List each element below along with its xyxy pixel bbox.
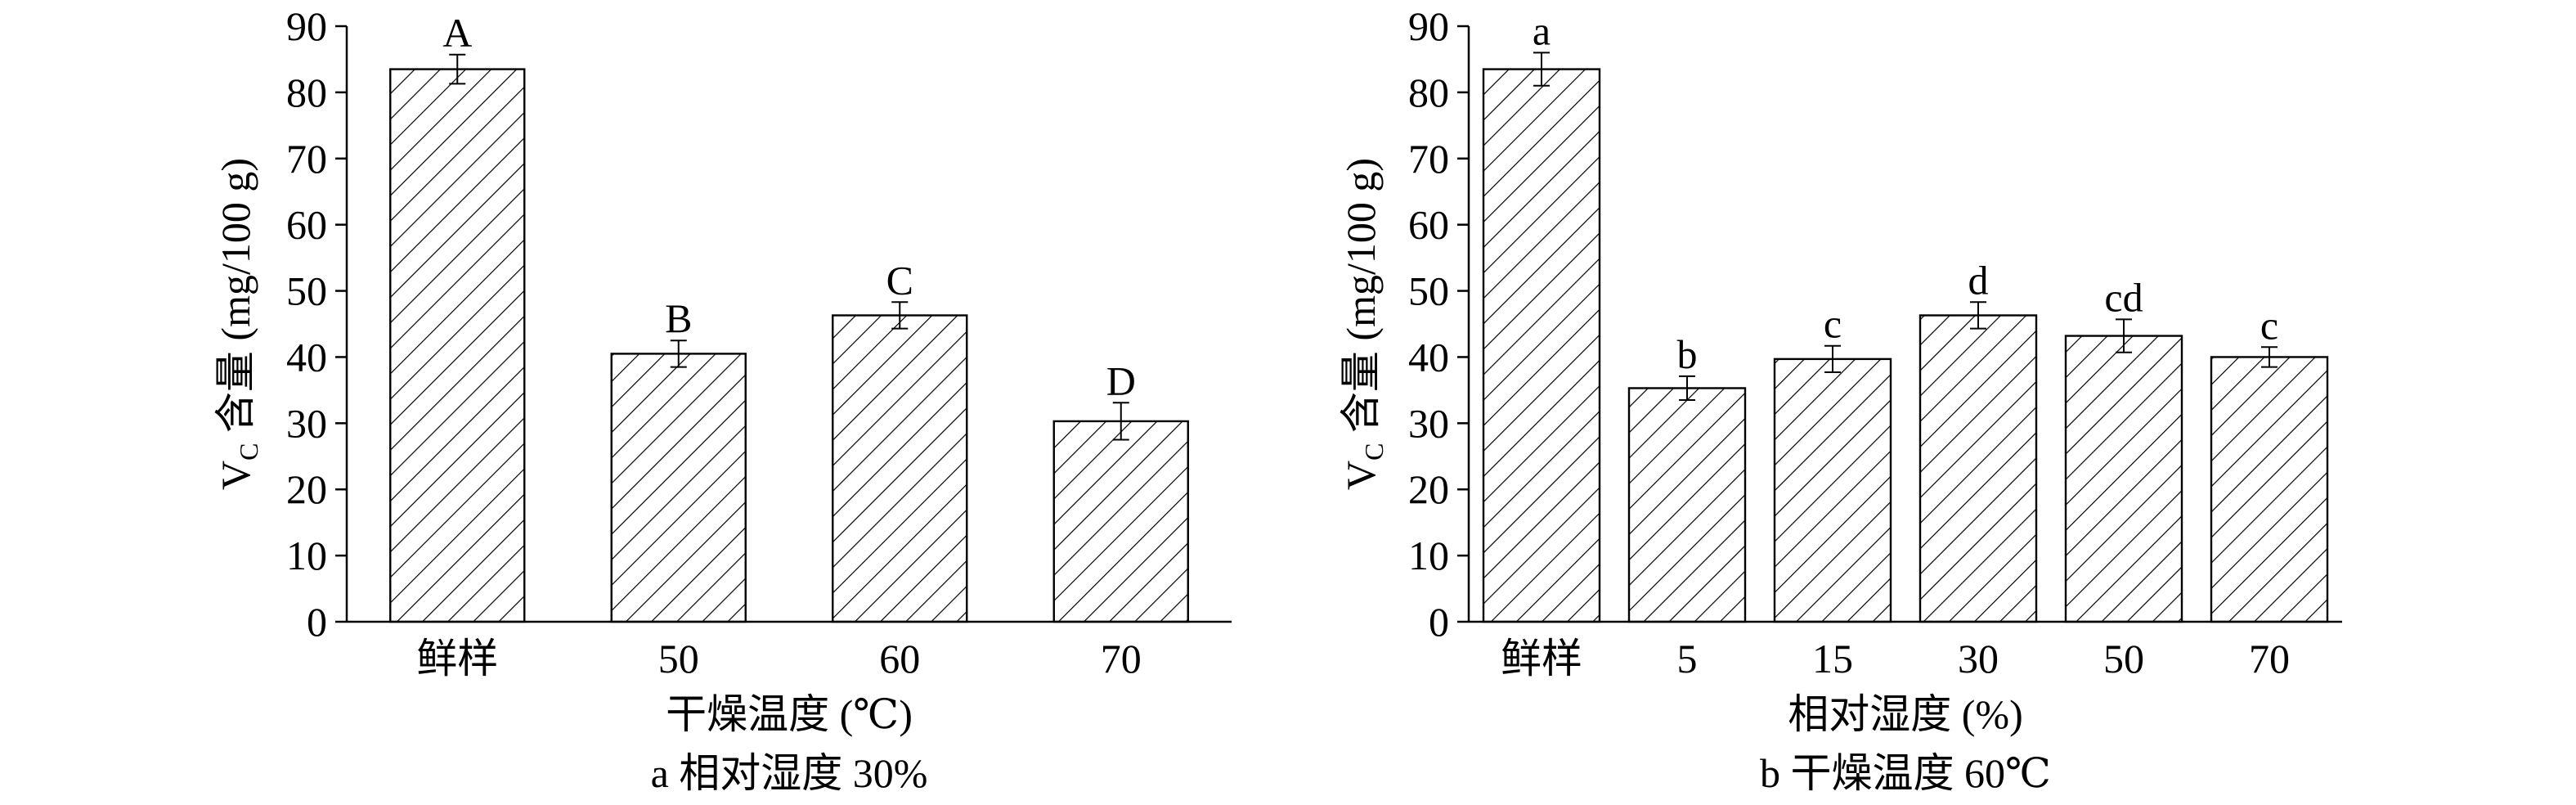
bars-group [1482, 68, 2329, 623]
significance-label: c [1824, 301, 1842, 347]
x-tick-label: 鲜样 [1501, 636, 1582, 681]
y-tick-label: 70 [286, 136, 327, 182]
significance-label: D [1106, 358, 1136, 403]
y-tick-label: 40 [1408, 334, 1449, 380]
bar [1482, 68, 1601, 623]
bar [2210, 356, 2329, 623]
significance-labels-group: A B C D [442, 10, 1136, 403]
bar [1919, 314, 2038, 623]
y-tick-label: 80 [286, 70, 327, 115]
bar [1773, 358, 1892, 623]
significance-label: a [1533, 7, 1551, 53]
significance-label: C [886, 257, 913, 303]
significance-label: d [1968, 257, 1989, 303]
y-tick-label: 20 [1408, 466, 1449, 512]
y-tick-label: 10 [286, 533, 327, 578]
y-axis: 0 10 20 30 40 50 60 70 80 90 [1408, 3, 1470, 645]
y-tick-label: 90 [1408, 3, 1449, 49]
significance-label: b [1677, 331, 1698, 377]
y-tick-label: 50 [1408, 268, 1449, 314]
y-tick-label: 30 [1408, 400, 1449, 446]
y-tick-label: 30 [286, 400, 327, 446]
x-axis-title: 相对湿度 (%) [1788, 691, 2022, 737]
bar [389, 68, 526, 623]
x-tick-label: 30 [1958, 636, 1999, 681]
significance-label: A [442, 10, 472, 56]
x-axis: 鲜样 5 15 30 50 70 [1469, 620, 2342, 681]
x-tick-label: 5 [1677, 636, 1698, 681]
y-tick-label: 90 [286, 3, 327, 49]
x-tick-label: 70 [2249, 636, 2290, 681]
x-tick-label: 鲜样 [416, 636, 498, 681]
bar [1052, 420, 1189, 623]
error-bars-group [449, 53, 1129, 441]
y-axis-title: VC 含量 (mg/100 g) [213, 158, 263, 490]
x-tick-label: 15 [1812, 636, 1853, 681]
bars-group [389, 68, 1189, 623]
y-tick-label: 40 [286, 334, 327, 380]
y-axis-title: VC 含量 (mg/100 g) [1338, 158, 1389, 490]
y-axis: 0 10 20 30 40 50 60 70 80 90 [286, 3, 348, 645]
y-tick-label: 80 [1408, 70, 1449, 115]
significance-label: c [2260, 302, 2278, 348]
bar [832, 314, 968, 623]
significance-label: B [665, 295, 692, 341]
bar [610, 353, 747, 623]
bar [1627, 387, 1747, 623]
y-tick-label: 60 [286, 202, 327, 248]
panel-caption: b 干燥温度 60℃ [1760, 750, 2051, 796]
panel-caption: a 相对湿度 30% [651, 750, 928, 796]
y-tick-label: 70 [1408, 136, 1449, 182]
x-tick-label: 70 [1101, 636, 1142, 681]
y-tick-label: 20 [286, 466, 327, 512]
x-tick-label: 50 [2103, 636, 2144, 681]
y-tick-label: 50 [286, 268, 327, 314]
y-tick-label: 0 [1429, 599, 1449, 645]
x-axis-title: 干燥温度 (℃) [666, 691, 913, 737]
bar [2064, 335, 2183, 623]
x-tick-label: 50 [658, 636, 699, 681]
x-tick-label: 60 [879, 636, 920, 681]
chart-panel-a: A B C D 0 10 20 30 40 50 60 70 80 90 鲜样 50 60 70 VC 含量 … [213, 3, 1232, 796]
y-tick-label: 60 [1408, 202, 1449, 248]
x-axis: 鲜样 50 60 70 [347, 620, 1232, 681]
error-bars-group [1533, 52, 2278, 402]
significance-label: cd [2104, 274, 2143, 320]
y-tick-label: 10 [1408, 533, 1449, 578]
y-tick-label: 0 [307, 599, 327, 645]
